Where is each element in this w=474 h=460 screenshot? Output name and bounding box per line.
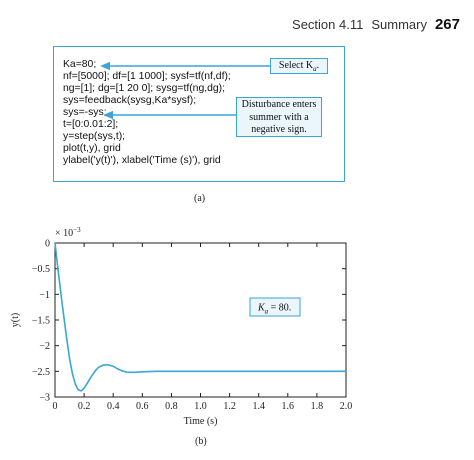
y-tick-label: −1: [39, 290, 50, 301]
y-tick-label: −0.5: [32, 264, 50, 275]
code-line-7: y=step(sys,t);: [63, 131, 126, 142]
y-tick-label: −3: [39, 393, 50, 404]
ka-annotation-text: Ka = 80.: [257, 303, 291, 316]
y-tick-label: −2: [39, 341, 50, 352]
y-tick-label: 0: [45, 239, 50, 250]
section-title: Summary: [371, 17, 427, 32]
x-tick-label: 1.8: [311, 401, 324, 412]
code-line-9: ylabel('y(t)'), xlabel('Time (s)'), grid: [63, 155, 221, 166]
callout-disturbance-line-3: negative sign.: [251, 124, 307, 135]
x-tick-label: 1.0: [194, 401, 207, 412]
page-header: Section 4.11 Summary 267: [292, 16, 460, 33]
callout-select-text: Select K: [278, 60, 314, 71]
code-line-3: ng=[1]; dg=[1 20 0]; sysg=tf(ng,dg);: [63, 83, 226, 94]
callout-disturbance-line-2: summer with a: [249, 111, 309, 123]
code-line-2: nf=[5000]; df=[1 1000]; sysf=tf(nf,df);: [63, 71, 231, 82]
y-axis-label: y(t): [10, 313, 21, 327]
x-tick-label: 1.2: [223, 401, 236, 412]
callout-disturbance: Disturbance enters summer with a negativ…: [236, 97, 322, 137]
code-line-6: t=[0:0.01:2];: [63, 119, 119, 130]
x-tick-label: 2.0: [340, 401, 353, 412]
x-tick-label: 0.6: [136, 401, 149, 412]
y-scale-factor: × 10−3: [55, 226, 81, 239]
code-line-1: Ka=80;: [63, 59, 97, 70]
x-tick-label: 1.4: [252, 401, 265, 412]
x-tick-label: 0: [53, 401, 58, 412]
caption-b: (b): [195, 436, 207, 447]
code-line-8: plot(t,y), grid: [63, 143, 121, 154]
code-line-4: sys=feedback(sysg,Ka*sysf);: [63, 95, 197, 106]
y-tick-label: −1.5: [32, 316, 50, 327]
caption-a: (a): [194, 193, 206, 204]
code-line-5: sys=-sys;: [63, 107, 107, 118]
x-tick-label: 1.6: [282, 401, 295, 412]
section-number: Section 4.11: [292, 17, 364, 32]
callout-select-sub: a: [313, 65, 317, 73]
callout-select-ka: Select Ka.: [270, 58, 328, 74]
x-axis-label: Time (s): [184, 416, 218, 427]
y-tick-label: −2.5: [32, 367, 50, 378]
x-tick-label: 0.4: [107, 401, 120, 412]
plot-frame: [54, 242, 347, 398]
callout-disturbance-line-1: Disturbance enters: [241, 99, 317, 110]
code-listing-box: Ka=80; nf=[5000]; df=[1 1000]; sysf=tf(n…: [53, 46, 345, 182]
ka-annotation-box: [249, 297, 301, 317]
page-number: 267: [434, 16, 460, 33]
x-tick-label: 0.2: [78, 401, 91, 412]
series-line: [54, 242, 346, 392]
x-tick-label: 0.8: [165, 401, 178, 412]
